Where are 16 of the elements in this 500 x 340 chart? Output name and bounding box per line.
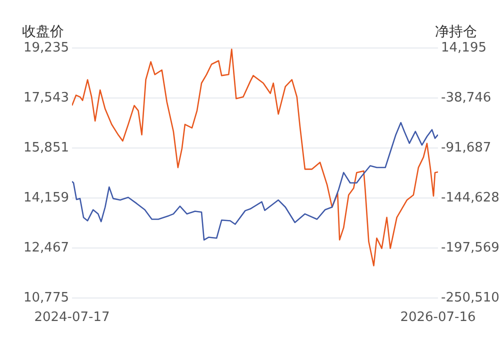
y2-tick-label: -91,687 bbox=[441, 140, 492, 156]
y2-tick-label: -250,510 bbox=[441, 290, 500, 306]
y-axis-title: 收盘价 bbox=[22, 24, 64, 40]
y2-tick-label: -38,746 bbox=[441, 90, 492, 106]
x-tick-label: 2024-07-17 bbox=[34, 310, 110, 326]
y2-axis-title: 净持仓 bbox=[435, 24, 477, 40]
y-tick-label: 14,159 bbox=[24, 190, 69, 206]
y-tick-label: 15,851 bbox=[24, 140, 69, 156]
y2-tick-label: -197,569 bbox=[441, 240, 500, 256]
y-tick-label: 12,467 bbox=[24, 240, 69, 256]
y-tick-label: 17,543 bbox=[24, 90, 69, 106]
y-tick-label: 19,235 bbox=[24, 40, 69, 56]
x-tick-label: 2026-07-16 bbox=[400, 310, 476, 326]
y2-tick-label: -144,628 bbox=[441, 190, 500, 206]
y2-tick-label: 14,195 bbox=[441, 40, 486, 56]
y-tick-label: 10,775 bbox=[24, 290, 69, 306]
